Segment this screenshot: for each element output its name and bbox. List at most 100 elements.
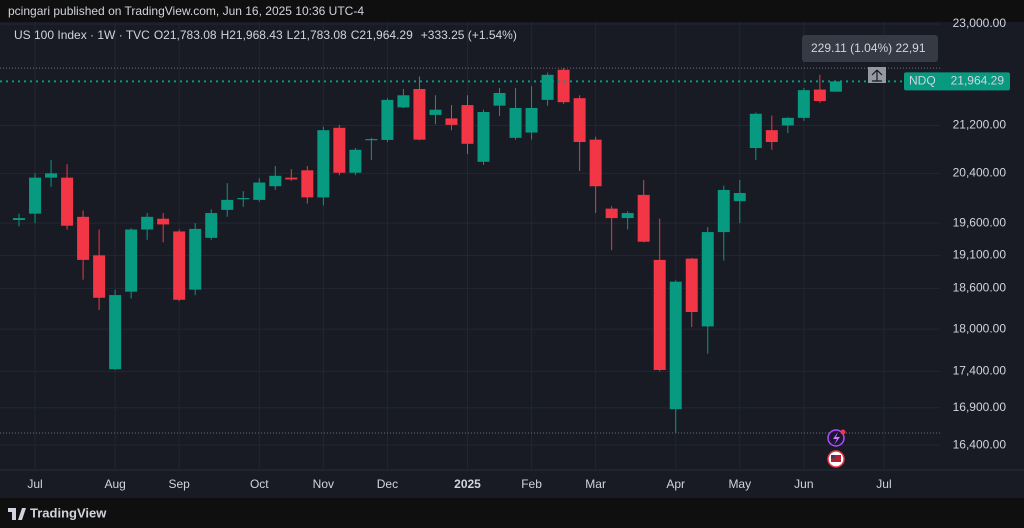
x-tick-label: Oct [250, 477, 269, 491]
x-tick-label: Apr [666, 477, 685, 491]
y-tick-label: 21,200.00 [953, 118, 1007, 132]
candle-body [669, 281, 682, 410]
x-tick-label: Jul [876, 477, 891, 491]
candle-body [333, 127, 346, 173]
candle-body [461, 105, 474, 144]
candle-body [557, 69, 570, 103]
candle-body [477, 112, 490, 162]
candle-body [269, 175, 282, 187]
candle-body [205, 213, 218, 238]
tooltip-text: 229.11 (1.04%) 22,91 [811, 41, 926, 55]
legend-high-label: H [221, 28, 230, 42]
lightning-glyph [833, 432, 840, 445]
legend-low-label: L [287, 28, 294, 42]
flag-glyph [831, 455, 841, 462]
candle-body [93, 255, 106, 298]
candle-body [45, 173, 58, 178]
legend-close: 21,964.29 [359, 28, 413, 42]
candle-body [397, 95, 410, 108]
candle-body [141, 216, 154, 230]
tooltip-box [802, 35, 938, 62]
candle-body [749, 113, 762, 148]
y-tick-label: 18,600.00 [953, 281, 1007, 295]
candle-body [221, 199, 234, 210]
x-tick-label: Aug [104, 477, 125, 491]
candle-body [109, 295, 122, 370]
x-tick-label: Jul [27, 477, 42, 491]
x-tick-label: Mar [585, 477, 606, 491]
candle-body [237, 198, 250, 200]
legend-change: +333.25 (+1.54%) [421, 28, 517, 42]
candle-body [413, 89, 426, 140]
candle-body [637, 194, 650, 242]
brand-logo [8, 508, 26, 520]
candle-body [701, 232, 714, 327]
x-tick-label: 2025 [454, 477, 481, 491]
y-tick-label: 16,900.00 [953, 400, 1007, 414]
legend: US 100 Index · 1W · TVC O 21,783.08 H 21,96… [14, 28, 517, 42]
candle-body [445, 118, 458, 125]
candle-body [621, 213, 634, 219]
legend-close-label: C [351, 28, 360, 42]
x-tick-label: Feb [521, 477, 542, 491]
y-tick-label: 19,600.00 [953, 215, 1007, 229]
legend-low: 21,783.08 [293, 28, 347, 42]
candle-body [829, 81, 842, 92]
flag-canton [831, 455, 835, 459]
candle-body [781, 117, 794, 126]
candle-body [813, 89, 826, 102]
candle-body [61, 177, 74, 226]
legend-open-label: O [154, 28, 163, 42]
candle-body [349, 149, 362, 173]
candle-body [365, 139, 378, 141]
candle-body [29, 177, 42, 214]
y-tick-label: 23,000.00 [953, 16, 1007, 30]
brand-name: TradingView [30, 505, 107, 520]
price-label-box [904, 72, 1010, 91]
plot [0, 22, 940, 470]
candle-body [797, 90, 810, 118]
brand: TradingView [8, 505, 107, 520]
x-tick-label: Nov [313, 477, 334, 491]
byline: pcingari published on TradingView.com, J… [8, 4, 364, 18]
candle-body [525, 107, 538, 133]
candle-body [77, 216, 90, 260]
tooltip: 229.11 (1.04%) 22,91 [802, 35, 938, 83]
candle-body [381, 99, 394, 140]
candle-body [429, 109, 442, 115]
candle-body [157, 218, 170, 225]
legend-high: 21,968.43 [229, 28, 283, 42]
candle-body [541, 74, 554, 100]
candle-body [653, 259, 666, 370]
candle-body [173, 231, 186, 300]
x-tick-label: May [728, 477, 751, 491]
x-tick-label: Sep [169, 477, 191, 491]
chart-area [0, 22, 1024, 498]
y-tick-label: 17,400.00 [953, 364, 1007, 378]
candle-body [317, 130, 330, 198]
price-label-symbol: NDQ [909, 74, 936, 88]
candle-body [509, 107, 522, 138]
candle-body [589, 139, 602, 187]
notify-dot [840, 429, 846, 435]
candle-body [493, 93, 506, 106]
candle-body [765, 130, 778, 143]
y-tick-label: 19,100.00 [953, 248, 1007, 262]
candle-body [605, 208, 618, 219]
y-tick-label: 18,000.00 [953, 321, 1007, 335]
x-tick-label: Dec [377, 477, 398, 491]
legend-symbol: US 100 Index · 1W · TVC [14, 28, 150, 42]
event-icons [827, 429, 846, 468]
candle-body [717, 189, 730, 233]
price-label-value: 21,964.29 [951, 74, 1005, 88]
y-tick-label: 20,400.00 [953, 166, 1007, 180]
candle-body [125, 229, 138, 292]
legend-open: 21,783.08 [163, 28, 217, 42]
measure-icon [871, 69, 883, 82]
candle-body [685, 258, 698, 313]
candle-body [285, 177, 298, 180]
candle-body [13, 218, 26, 220]
candle-body [189, 228, 202, 290]
